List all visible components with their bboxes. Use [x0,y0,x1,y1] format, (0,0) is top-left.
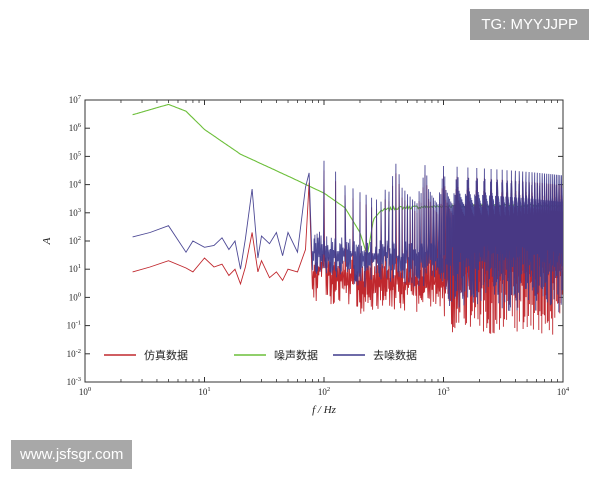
y-tick-label: 102 [69,235,81,246]
x-tick-label: 100 [79,386,91,397]
watermark-badge-bottom: www.jsfsgr.com [11,440,133,469]
y-tick-label: 10-3 [67,376,81,387]
y-tick-label: 103 [69,207,81,218]
y-tick-label: 106 [69,122,82,133]
y-axis-title: A [41,237,53,245]
legend-label: 去噪数据 [373,348,417,362]
x-axis-title: f / Hz [312,404,337,416]
legend: 仿真数据 噪声数据 去噪数据 [104,348,417,362]
y-tick-label: 10-2 [67,348,81,359]
y-tick-label: 101 [69,263,81,274]
y-tick-label: 104 [69,179,82,190]
x-tick-label: 102 [318,386,330,397]
axis-ticks: 100 101 102 103 104 10-3 10-2 10-1 100 101 102 103 1… [67,94,570,397]
x-tick-label: 103 [437,386,449,397]
y-tick-label: 10-1 [67,320,81,331]
legend-label: 仿真数据 [144,348,188,362]
series-layer [132,103,563,335]
watermark-badge-top: TG: MYYJJPP [470,9,589,40]
y-tick-label: 105 [69,150,81,161]
x-tick-label: 104 [557,386,570,397]
y-tick-label: 100 [69,291,81,302]
y-tick-label: 107 [69,94,82,105]
legend-label: 噪声数据 [274,348,318,362]
series-line-denoised [132,160,563,313]
x-tick-label: 101 [198,386,210,397]
